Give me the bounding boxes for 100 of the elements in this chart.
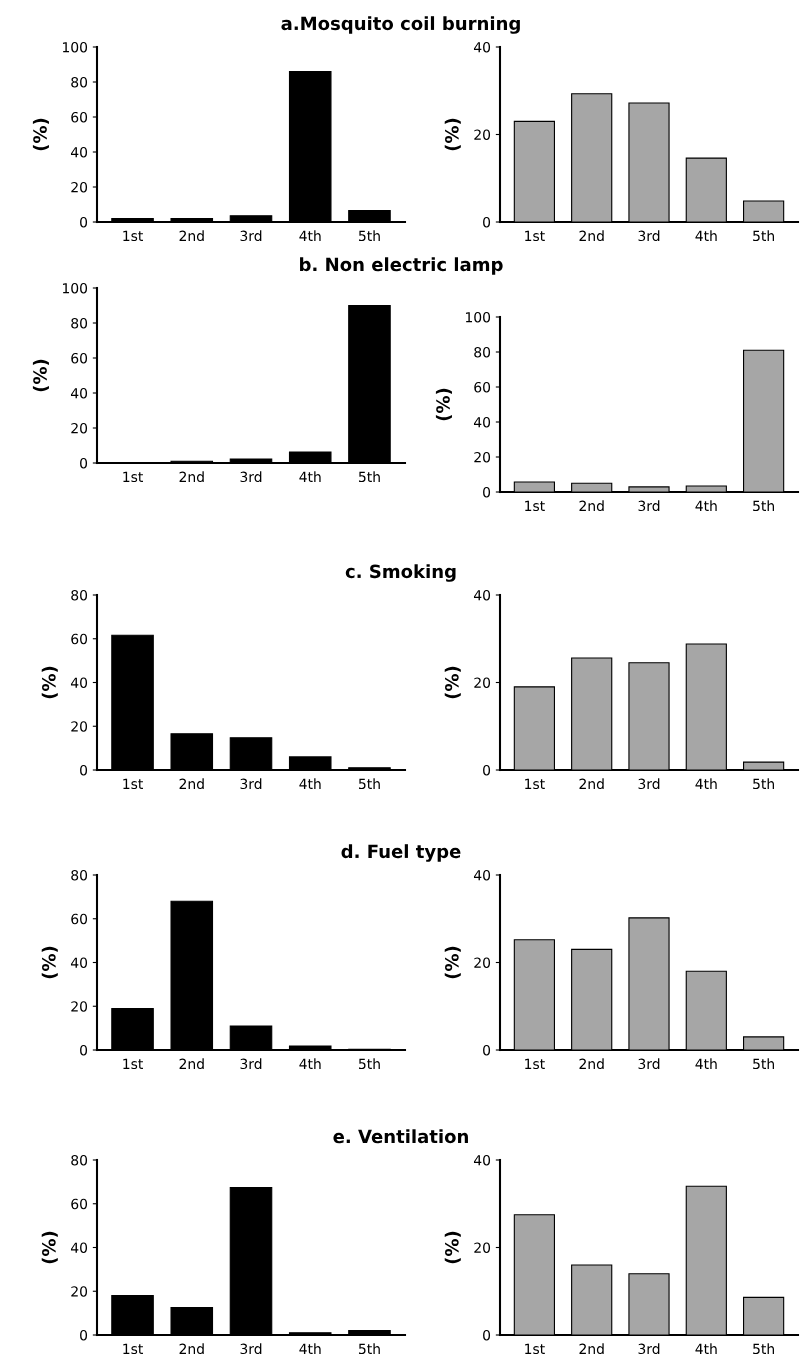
y-tick-label: 60 <box>71 1198 88 1210</box>
x-tick-label: 1st <box>123 778 143 790</box>
x-tick-label: 2nd <box>579 1058 604 1070</box>
y-tick-label: 80 <box>71 317 88 329</box>
y-tick-label: 40 <box>473 1154 491 1166</box>
x-tick-label: 1st <box>123 471 143 483</box>
x-tick-label: 1st <box>123 1343 143 1355</box>
y-axis-title: (%) <box>41 946 58 979</box>
y-tick-label: 60 <box>71 111 88 123</box>
x-tick-label: 1st <box>525 1343 545 1355</box>
y-tick-label: 0 <box>483 216 491 228</box>
x-tick-label: 5th <box>753 778 774 790</box>
y-tick-label: 0 <box>80 1044 88 1056</box>
x-tick-label: 3rd <box>638 1058 660 1070</box>
chart-title: a.Mosquito coil burning <box>281 16 520 34</box>
y-tick-label: 100 <box>62 41 88 53</box>
x-tick-label: 4th <box>299 1058 321 1069</box>
y-tick-label: 60 <box>71 633 88 645</box>
x-tick-label: 2nd <box>579 230 604 242</box>
y-tick-label: 80 <box>71 1154 88 1166</box>
x-tick-label: 3rd <box>240 778 262 790</box>
y-tick-label: 20 <box>474 1242 491 1253</box>
x-tick-label: 4th <box>299 1343 321 1354</box>
x-tick-label: 5th <box>753 500 774 512</box>
x-tick-label: 1st <box>123 230 143 242</box>
y-tick-label: 20 <box>474 677 491 688</box>
y-tick-label: 40 <box>70 677 88 688</box>
x-tick-label: 2nd <box>179 778 204 790</box>
y-tick-label: 60 <box>71 352 88 364</box>
y-tick-label: 40 <box>70 387 88 399</box>
x-tick-label: 3rd <box>240 230 262 242</box>
x-tick-label: 4th <box>695 500 717 511</box>
y-tick-label: 40 <box>70 957 88 968</box>
x-tick-label: 5th <box>358 778 380 790</box>
y-tick-label: 20 <box>71 721 88 732</box>
x-tick-label: 4th <box>695 1058 717 1069</box>
y-axis-title: (%) <box>444 1231 461 1264</box>
y-tick-label: 0 <box>80 764 88 776</box>
x-tick-label: 3rd <box>638 230 660 242</box>
x-tick-label: 2nd <box>179 1058 204 1070</box>
y-tick-label: 20 <box>71 422 88 434</box>
y-tick-label: 0 <box>483 486 491 498</box>
x-tick-label: 2nd <box>579 1343 604 1355</box>
y-tick-label: 60 <box>71 913 88 925</box>
y-tick-label: 0 <box>80 1329 88 1341</box>
y-axis-title: (%) <box>32 118 49 151</box>
y-axis-title: (%) <box>32 359 49 392</box>
y-tick-label: 40 <box>473 589 491 601</box>
x-tick-label: 3rd <box>240 1058 262 1070</box>
y-tick-label: 20 <box>71 1001 88 1012</box>
x-tick-label: 1st <box>525 500 545 512</box>
y-tick-label: 0 <box>80 457 88 469</box>
x-tick-label: 5th <box>753 1343 774 1355</box>
chart-title: b. Non electric lamp <box>300 257 503 275</box>
y-tick-label: 60 <box>474 381 491 393</box>
y-axis-title: (%) <box>444 666 461 699</box>
x-tick-label: 5th <box>753 1058 774 1070</box>
x-tick-label: 5th <box>358 471 380 483</box>
y-tick-label: 20 <box>71 181 88 193</box>
y-tick-label: 0 <box>80 216 88 228</box>
y-tick-label: 0 <box>483 1044 491 1056</box>
x-tick-label: 5th <box>753 230 774 242</box>
x-tick-label: 3rd <box>240 1343 262 1355</box>
y-tick-label: 40 <box>473 416 491 428</box>
y-axis-title: (%) <box>444 946 461 979</box>
x-tick-label: 4th <box>299 471 321 482</box>
x-tick-label: 4th <box>695 230 717 241</box>
x-tick-label: 5th <box>358 1343 380 1355</box>
y-tick-label: 40 <box>70 146 88 158</box>
x-tick-label: 1st <box>525 230 545 242</box>
y-tick-label: 40 <box>473 869 491 881</box>
y-tick-label: 100 <box>465 311 491 323</box>
x-tick-label: 2nd <box>179 1343 204 1355</box>
y-axis-title: (%) <box>444 118 461 151</box>
x-tick-label: 4th <box>299 778 321 789</box>
y-axis-title: (%) <box>41 1231 58 1264</box>
x-tick-label: 3rd <box>638 500 660 512</box>
y-axis-title: (%) <box>435 388 452 421</box>
y-tick-label: 0 <box>483 1329 491 1341</box>
y-tick-label: 40 <box>70 1242 88 1253</box>
y-tick-label: 20 <box>474 129 491 140</box>
y-tick-label: 100 <box>62 282 88 294</box>
y-tick-label: 20 <box>71 1286 88 1297</box>
x-tick-label: 3rd <box>240 471 262 483</box>
y-tick-label: 40 <box>473 41 491 53</box>
x-tick-label: 5th <box>358 230 380 242</box>
x-tick-label: 2nd <box>179 471 204 483</box>
x-tick-label: 2nd <box>579 778 604 790</box>
x-tick-label: 3rd <box>638 1343 660 1355</box>
x-tick-label: 5th <box>358 1058 380 1070</box>
chart-title: d. Fuel type <box>341 844 461 862</box>
x-tick-label: 1st <box>123 1058 143 1070</box>
y-tick-label: 80 <box>71 76 88 88</box>
chart-title: c. Smoking <box>345 564 456 582</box>
y-tick-label: 80 <box>474 346 491 358</box>
y-tick-label: 0 <box>483 764 491 776</box>
x-tick-label: 4th <box>695 1343 717 1354</box>
y-tick-label: 20 <box>474 957 491 968</box>
y-tick-label: 80 <box>71 869 88 881</box>
y-tick-label: 80 <box>71 589 88 601</box>
